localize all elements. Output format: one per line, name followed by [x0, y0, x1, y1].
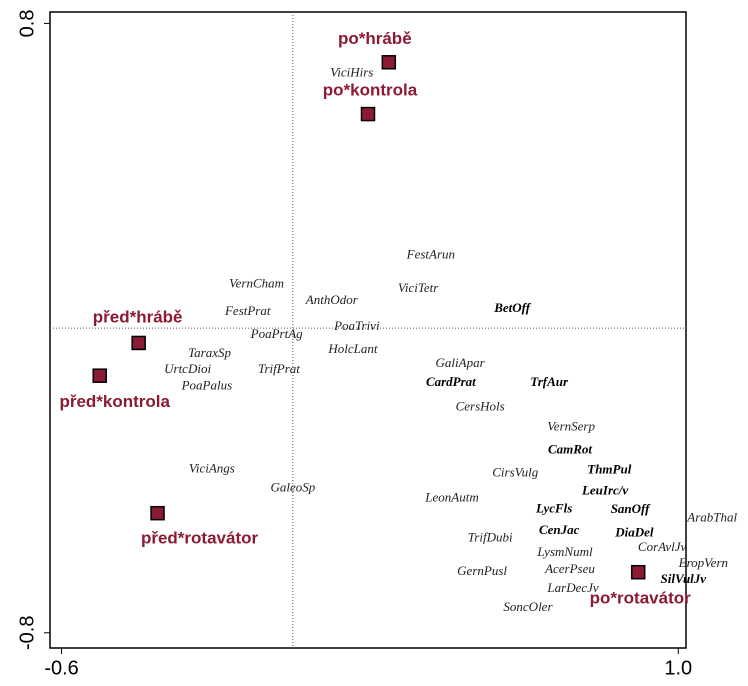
sample-label: před*kontrola	[59, 392, 170, 411]
species-label: GaleoSp	[270, 479, 315, 494]
species-label: CersHols	[456, 399, 505, 414]
species-label: EropVern	[678, 555, 728, 570]
species-label: CirsVulg	[492, 465, 538, 480]
species-label: TaraxSp	[188, 345, 231, 360]
species-label: ViciHirs	[330, 64, 373, 79]
species-label: CenJac	[539, 522, 580, 537]
species-label: ArabThal	[686, 509, 737, 524]
species-label: TrifDubi	[468, 529, 513, 544]
x-tick-label: -0.6	[44, 657, 78, 679]
species-label: BetOff	[493, 300, 532, 315]
species-label: PoaPrtAg	[250, 326, 303, 341]
x-tick-label: 1.0	[664, 657, 692, 679]
species-label: HolcLant	[327, 341, 378, 356]
species-label: FestPrat	[224, 303, 271, 318]
sample-marker	[360, 106, 376, 122]
sample-marker	[630, 564, 646, 580]
species-label: TrfAur	[530, 374, 569, 389]
species-label: LysmNuml	[536, 544, 593, 559]
species-label: VernCham	[229, 275, 284, 290]
sample-marker	[92, 368, 107, 383]
species-label: CamRot	[548, 442, 592, 457]
species-label: LeonAutm	[424, 489, 478, 504]
species-label: VernSerp	[547, 418, 595, 433]
species-label: LeuIrc/v	[581, 482, 628, 497]
y-tick-label: 0.8	[16, 10, 38, 38]
sample-marker	[131, 335, 146, 351]
species-label: DiaDel	[614, 524, 654, 539]
species-label: ViciAngs	[189, 460, 235, 475]
species-label: CorAvlJv	[638, 539, 687, 554]
y-tick-label: -0.8	[16, 616, 38, 650]
species-label: AnthOdor	[305, 292, 359, 307]
species-label: CardPrat	[426, 374, 476, 389]
species-label: UrtcDioi	[164, 361, 211, 376]
species-label: LycFls	[535, 500, 572, 515]
species-label: GernPusl	[457, 563, 507, 578]
species-label: SilVulJv	[661, 571, 707, 586]
species-label: PoaPalus	[181, 378, 233, 393]
species-label: SanOff	[611, 501, 651, 516]
species-label: GaliApar	[436, 355, 486, 370]
species-label: SoncOler	[503, 599, 553, 614]
species-label: ThmPul	[587, 462, 631, 477]
species-label: AcerPseu	[544, 561, 595, 576]
species-label: PoaTrivi	[333, 318, 380, 333]
sample-marker	[150, 505, 165, 521]
species-label: LarDecJv	[546, 580, 598, 595]
sample-label: po*hrábě	[338, 29, 412, 48]
sample-marker	[381, 55, 397, 70]
plot-frame	[49, 11, 687, 649]
species-label: ViciTetr	[398, 280, 439, 295]
sample-label: po*kontrola	[323, 81, 418, 100]
sample-label: před*rotavátor	[141, 529, 259, 548]
species-label: FestArun	[406, 246, 455, 261]
sample-label: před*hrábě	[93, 307, 183, 326]
species-label: TrifPrat	[258, 361, 300, 376]
sample-label: po*rotavátor	[590, 589, 691, 608]
